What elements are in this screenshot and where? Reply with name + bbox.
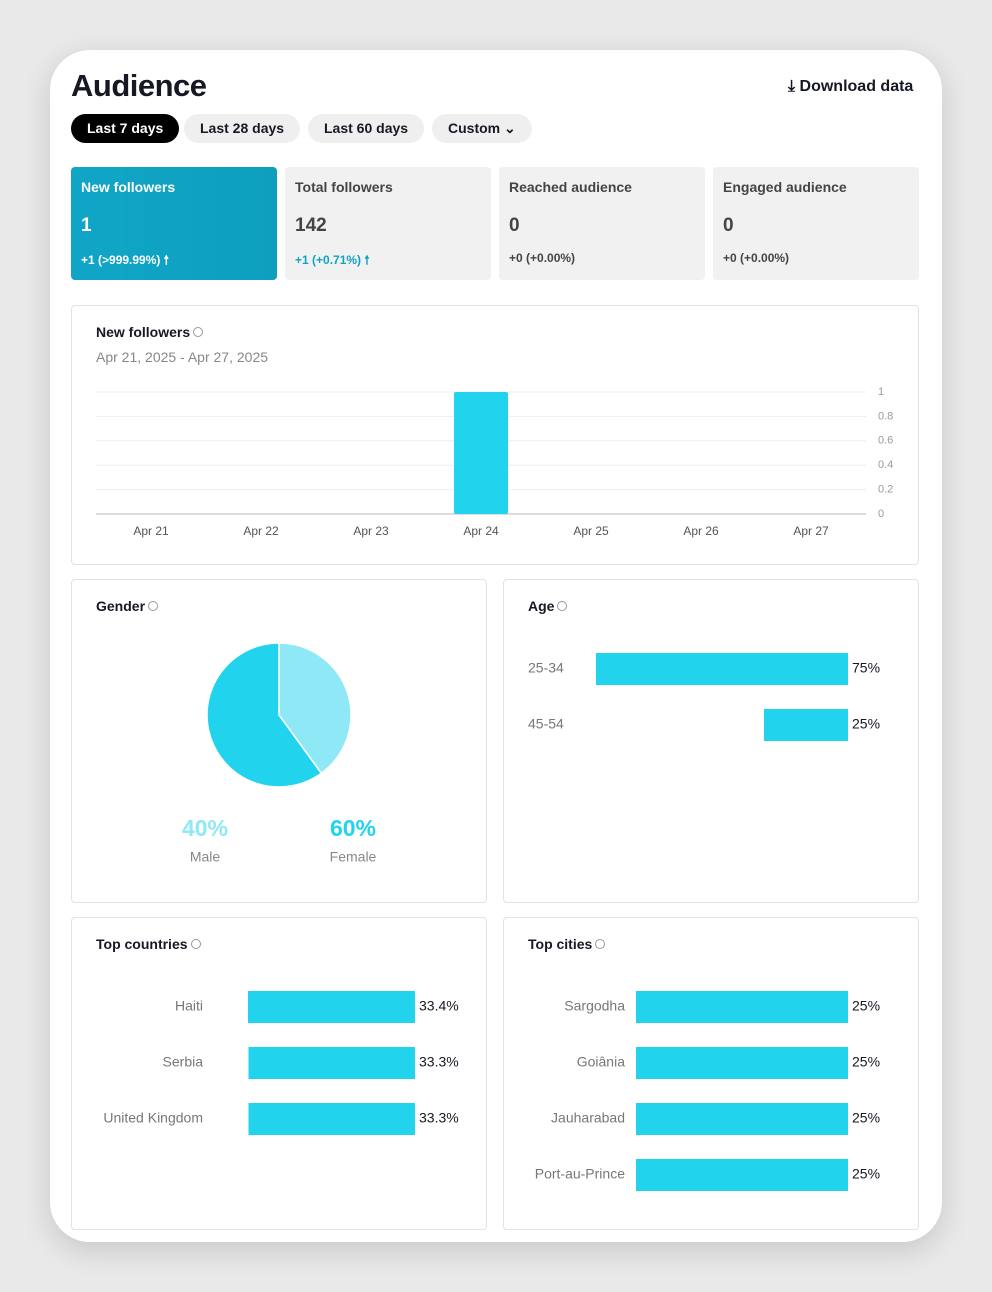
stat-change: +1 (+0.71%) 🠕 (295, 253, 370, 267)
bar (636, 1103, 848, 1135)
filter-label: Custom (448, 120, 501, 136)
filter-pill[interactable]: Last 7 days (71, 114, 180, 143)
stat-label: New followers (81, 179, 176, 195)
panel-subtitle: Apr 21, 2025 - Apr 27, 2025 (96, 349, 269, 365)
legend-label: Female (330, 849, 377, 865)
stat-card[interactable]: New followers 1 +1 (>999.99%) 🠕 (71, 167, 277, 280)
value-label: 25% (852, 1166, 880, 1182)
panel (503, 579, 919, 903)
category-label: Serbia (163, 1054, 204, 1070)
pie-value-label: 40% (182, 815, 228, 841)
stat-card[interactable]: Engaged audience 0 +0 (+0.00%) (713, 167, 919, 280)
value-label: 33.3% (419, 1110, 459, 1126)
y-tick-label: 0.6 (878, 435, 893, 447)
bar (596, 653, 848, 685)
page-title: Audience (71, 68, 207, 103)
x-tick-label: Apr 27 (793, 524, 829, 538)
bar (636, 991, 848, 1023)
stat-value: 0 (509, 215, 520, 236)
filter-pill[interactable]: Last 60 days (308, 114, 425, 143)
pie-value-label: 60% (330, 815, 376, 841)
stat-card[interactable]: Total followers 142 +1 (+0.71%) 🠕 (285, 167, 491, 280)
stat-card[interactable]: Reached audience 0 +0 (+0.00%) (499, 167, 705, 280)
download-label: Download data (799, 78, 914, 95)
bar (248, 1047, 415, 1079)
stat-change-text: +1 (+0.71%) (295, 253, 362, 267)
panel (71, 305, 919, 565)
stat-change: +0 (+0.00%) (509, 251, 576, 265)
value-label: 33.3% (419, 1054, 459, 1070)
pie-slice (278, 642, 352, 775)
panel-title: New followers (96, 324, 204, 340)
x-tick-label: Apr 23 (353, 524, 389, 538)
value-label: 25% (852, 1110, 880, 1126)
stat-change: +0 (+0.00%) (723, 251, 790, 265)
x-tick-label: Apr 26 (683, 524, 719, 538)
x-tick-label: Apr 24 (463, 524, 499, 538)
panel-title: Gender (96, 598, 159, 614)
panel-title-text: New followers (96, 324, 191, 340)
value-label: 25% (852, 998, 880, 1014)
stat-change: +1 (>999.99%) 🠕 (81, 253, 169, 267)
category-label: Haiti (175, 998, 203, 1014)
bar (636, 1047, 848, 1079)
legend-label: Male (190, 849, 221, 865)
filter-pill[interactable]: Last 28 days (184, 114, 301, 143)
bar (248, 1103, 415, 1135)
panel-title-text: Gender (96, 598, 146, 614)
value-label: 75% (852, 660, 880, 676)
y-tick-label: 1 (878, 386, 884, 398)
stat-change-text: +1 (>999.99%) (81, 253, 161, 267)
category-label: Sargodha (564, 998, 625, 1014)
panel (503, 917, 919, 1230)
stat-value: 0 (723, 215, 734, 236)
panel-title-text: Top countries (96, 936, 188, 952)
category-label: Port-au-Prince (535, 1166, 625, 1182)
y-tick-label: 0.2 (878, 484, 893, 496)
category-label: Jauharabad (551, 1110, 625, 1126)
bar (454, 392, 508, 514)
category-label: Goiânia (577, 1054, 625, 1070)
pie-slice (206, 642, 323, 788)
stat-label: Total followers (295, 179, 393, 195)
category-label: 45-54 (528, 716, 564, 732)
y-tick-label: 0 (878, 508, 884, 520)
stat-label: Engaged audience (723, 179, 847, 195)
panel-title-text: Top cities (528, 936, 593, 952)
panel-title-text: Age (528, 598, 555, 614)
value-label: 25% (852, 1054, 880, 1070)
y-tick-label: 0.4 (878, 459, 893, 471)
panel-title: Top cities (528, 936, 606, 952)
bar (248, 991, 415, 1023)
stat-value: 142 (295, 215, 327, 236)
category-label: 25-34 (528, 660, 564, 676)
filter-pill[interactable]: Custom ⌄ (432, 114, 532, 143)
value-label: 33.4% (419, 998, 459, 1014)
x-tick-label: Apr 21 (133, 524, 169, 538)
stat-label: Reached audience (509, 179, 632, 195)
panel (71, 917, 487, 1230)
panel (71, 579, 487, 903)
category-label: United Kingdom (103, 1110, 203, 1126)
panel-title: Age (528, 598, 568, 614)
y-tick-label: 0.8 (878, 410, 893, 422)
panel-title: Top countries (96, 936, 201, 952)
value-label: 25% (852, 716, 880, 732)
stat-value: 1 (81, 215, 92, 236)
bar (764, 709, 848, 741)
x-tick-label: Apr 25 (573, 524, 609, 538)
bar (636, 1159, 848, 1191)
x-tick-label: Apr 22 (243, 524, 279, 538)
download-button[interactable]: ⤓ Download data (788, 78, 914, 95)
